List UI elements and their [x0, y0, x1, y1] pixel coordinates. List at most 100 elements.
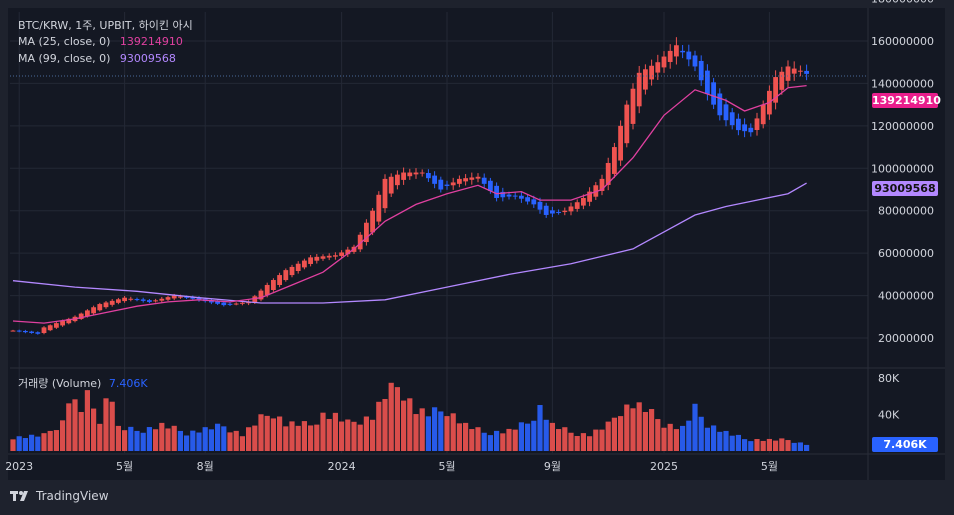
volume-bar: [444, 416, 450, 451]
y-tick-label: 120000000: [871, 120, 934, 133]
candle: [47, 325, 53, 331]
volume-bar: [233, 430, 239, 451]
y-tick-label: 80000000: [878, 205, 934, 218]
candle: [624, 104, 630, 144]
volume-bar: [153, 429, 159, 451]
candle: [481, 177, 487, 184]
candle: [630, 88, 636, 124]
volume-bar: [376, 401, 382, 451]
candle: [240, 302, 245, 304]
candle: [78, 313, 84, 319]
y-tick-label: 60000000: [878, 247, 934, 260]
candle: [140, 299, 146, 301]
volume-bar: [159, 422, 165, 451]
candle: [450, 182, 456, 186]
volume-bar: [388, 382, 394, 451]
candle: [264, 284, 270, 296]
ma25-label: MA (25, close, 0): [18, 35, 111, 48]
volume-bar: [611, 417, 617, 451]
candle: [643, 69, 648, 90]
volume-label: 거래량 (Volume): [18, 377, 102, 390]
candle: [147, 300, 152, 302]
volume-bar: [357, 424, 363, 451]
candle: [500, 191, 506, 198]
candle: [680, 50, 685, 53]
candle: [41, 327, 47, 334]
ma99-legend[interactable]: MA (99, close, 0) 93009568: [18, 52, 176, 65]
candle: [419, 172, 425, 174]
volume-bar: [630, 408, 636, 451]
candle: [736, 118, 741, 131]
candle: [171, 295, 177, 299]
candle: [109, 300, 115, 305]
candle: [23, 330, 28, 333]
candle: [426, 172, 431, 179]
candle: [29, 331, 34, 333]
volume-bar: [636, 402, 642, 451]
volume-bar: [314, 424, 320, 451]
volume-bar: [649, 409, 655, 451]
candle: [302, 260, 307, 268]
volume-bar: [246, 427, 252, 451]
volume-bar: [494, 430, 500, 451]
volume-bar: [258, 414, 264, 451]
volume-bar: [115, 425, 121, 451]
volume-bar: [537, 405, 543, 451]
volume-bar: [277, 416, 283, 451]
volume-bar: [785, 440, 791, 451]
candle: [407, 172, 413, 177]
volume-bar: [202, 427, 208, 451]
tradingview-brand[interactable]: TradingView: [10, 489, 109, 503]
volume-bar: [655, 419, 661, 451]
candle: [432, 175, 437, 184]
volume-bar: [481, 432, 487, 451]
candle: [85, 310, 90, 317]
volume-bar: [525, 423, 531, 451]
volume-bar: [35, 436, 41, 451]
volume-tick-label: 80K: [878, 372, 900, 385]
candle: [395, 174, 400, 186]
volume-bar: [320, 412, 326, 451]
volume-bar: [264, 415, 270, 451]
volume-tick-label: 40K: [878, 409, 900, 422]
volume-bar: [128, 426, 134, 451]
volume-legend[interactable]: 거래량 (Volume) 7.406K: [18, 375, 148, 391]
candle: [227, 303, 233, 305]
y-tick-label: 180000000: [871, 0, 934, 6]
volume-bar: [698, 416, 704, 451]
candle: [289, 266, 295, 276]
last-price-badge: 139214910: [872, 93, 941, 108]
candle: [35, 332, 41, 334]
candle: [370, 210, 375, 233]
candle: [674, 45, 679, 57]
volume-bar: [394, 387, 400, 451]
volume-bar: [605, 421, 611, 451]
chart-frame[interactable]: [8, 8, 945, 480]
volume-bar: [171, 425, 177, 451]
candle: [773, 77, 778, 103]
volume-bar: [531, 420, 537, 451]
candle: [159, 298, 165, 301]
volume-bar: [283, 426, 289, 451]
volume-bar: [804, 444, 810, 451]
volume-bar: [215, 423, 221, 451]
x-tick-label: 2025: [650, 460, 678, 473]
volume-bar: [518, 422, 524, 451]
ma25-legend[interactable]: MA (25, close, 0) 139214910: [18, 35, 183, 48]
candle: [475, 176, 481, 179]
candle: [717, 93, 723, 116]
candle: [742, 124, 747, 132]
candle: [636, 72, 642, 107]
volume-bar: [593, 429, 599, 451]
volume-bar: [53, 430, 59, 451]
volume-bar: [84, 390, 90, 451]
volume-bar: [109, 401, 115, 451]
ma99-label: MA (99, close, 0): [18, 52, 111, 65]
volume-bar: [339, 421, 345, 451]
candle: [748, 127, 754, 133]
candle: [283, 270, 289, 281]
volume-bar: [60, 420, 66, 451]
candle: [54, 323, 59, 328]
volume-bar: [196, 432, 202, 451]
